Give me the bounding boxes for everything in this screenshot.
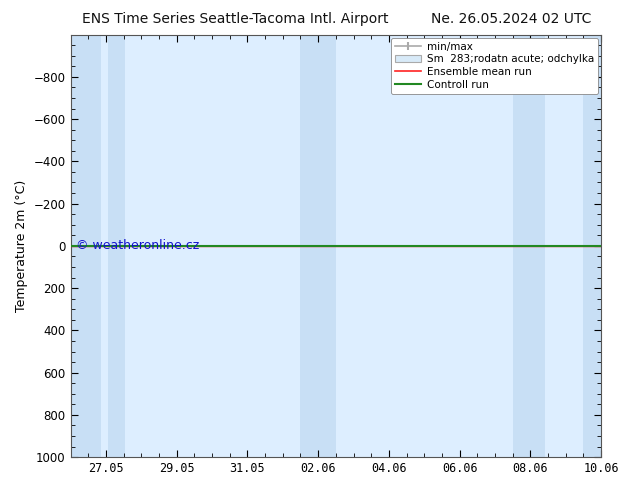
Bar <box>301 35 336 457</box>
Bar <box>70 35 101 457</box>
Bar <box>108 35 126 457</box>
Y-axis label: Temperature 2m (°C): Temperature 2m (°C) <box>15 180 28 312</box>
Legend: min/max, Sm  283;rodatn acute; odchylka, Ensemble mean run, Controll run: min/max, Sm 283;rodatn acute; odchylka, … <box>391 38 598 94</box>
Text: Ne. 26.05.2024 02 UTC: Ne. 26.05.2024 02 UTC <box>431 12 592 26</box>
Text: ENS Time Series Seattle-Tacoma Intl. Airport: ENS Time Series Seattle-Tacoma Intl. Air… <box>82 12 389 26</box>
Bar <box>583 35 601 457</box>
Text: © weatheronline.cz: © weatheronline.cz <box>76 239 199 251</box>
Bar <box>513 35 545 457</box>
